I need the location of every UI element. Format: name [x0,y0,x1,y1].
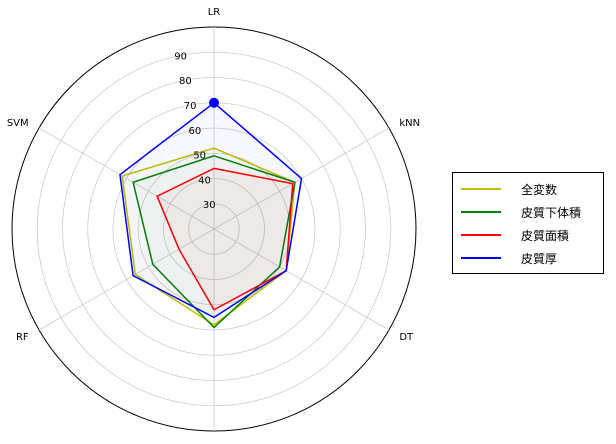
radial-tick-label: 80 [179,76,192,87]
legend-item: 皮質面積 [459,225,599,245]
legend-item: 皮質厚 [459,248,599,268]
series-polygon-3 [119,101,303,319]
legend-label: 皮質厚 [521,252,558,266]
highlight-marker [209,97,219,108]
axis-label-lr: LR [208,7,221,18]
radial-tick-label: 50 [193,151,206,162]
radial-tick-label: 90 [174,51,187,62]
legend-label: 皮質面積 [521,229,570,243]
legend-label: 全変数 [521,183,558,197]
axis-label-knn: kNN [399,118,420,129]
legend-line-all-variables [461,188,501,190]
spoke-line [38,127,215,230]
series-polygon-1 [132,155,296,329]
legend-label: 皮質下体積 [521,206,582,220]
legend-item: 皮質下体積 [459,202,599,222]
radial-tick-label: 60 [189,126,202,137]
radar-series [119,97,303,329]
radial-tick-label: 70 [184,101,197,112]
radar-grid [11,26,417,432]
axis-label-svm: SVM [7,118,29,129]
radar-labels: 30405060708090LRkNNDTAdaBoostRFSVM [7,7,420,343]
spoke-line [213,228,390,331]
legend-line-cortical-thickness [461,257,501,259]
radial-tick-label: 30 [203,200,216,211]
legend: 全変数 皮質下体積 皮質面積 皮質厚 [452,172,604,274]
spoke-line [38,228,215,331]
legend-line-cortical-area [461,234,501,236]
legend-line-subcortical-volume [461,211,501,213]
axis-label-dt: DT [399,332,414,343]
radial-tick-label: 40 [198,175,211,186]
axis-label-rf: RF [16,332,29,343]
series-polygon-2 [156,167,294,311]
legend-item: 全変数 [459,179,599,199]
